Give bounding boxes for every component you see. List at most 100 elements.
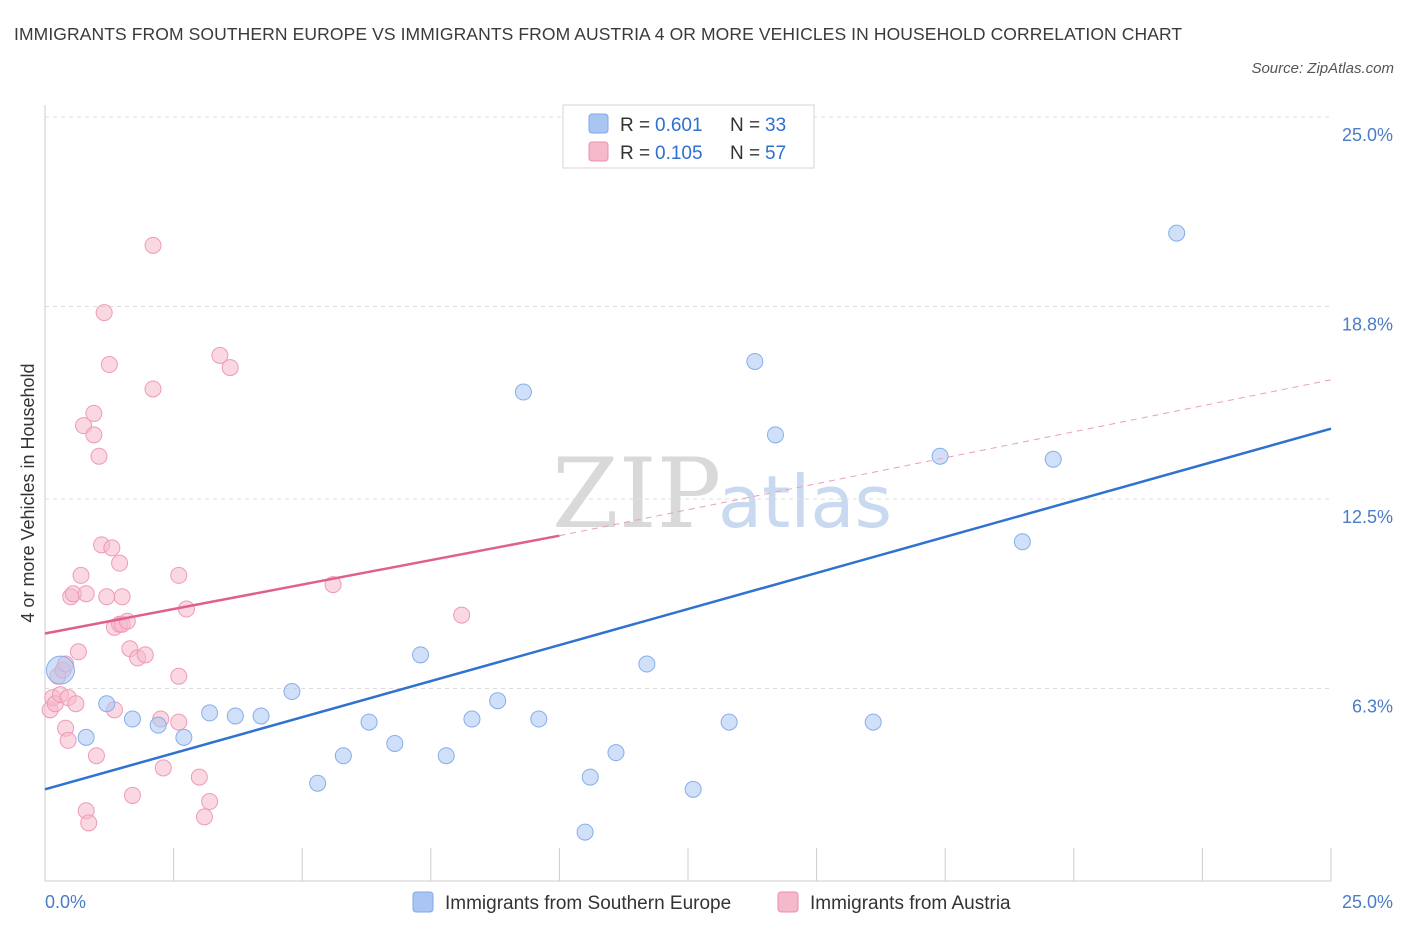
gridlines bbox=[45, 116, 1331, 689]
data-point-southern-europe bbox=[1013, 533, 1031, 551]
data-point-southern-europe bbox=[283, 683, 301, 701]
legend-swatch-blue bbox=[588, 113, 609, 134]
bottom-legend-label-austria: Immigrants from Austria bbox=[810, 893, 1011, 914]
trend-lines bbox=[44, 379, 1332, 791]
data-point-southern-europe bbox=[412, 646, 430, 664]
data-point-southern-europe bbox=[437, 747, 455, 765]
data-point-austria bbox=[144, 380, 162, 398]
bottom-legend-swatch-pink bbox=[777, 891, 799, 913]
series-southern-europe-points bbox=[45, 224, 1186, 841]
y-axis-title: 4 or more Vehicles in Household bbox=[18, 363, 38, 622]
data-point-austria bbox=[85, 404, 103, 422]
data-point-southern-europe bbox=[98, 695, 116, 713]
data-point-southern-europe bbox=[77, 728, 95, 746]
data-point-southern-europe bbox=[252, 707, 270, 725]
data-point-austria bbox=[100, 356, 118, 374]
top-legend: R = 0.601 N = 33 R = 0.105 N = 57 bbox=[562, 104, 815, 169]
data-point-austria bbox=[77, 585, 95, 603]
data-point-southern-europe bbox=[226, 707, 244, 725]
data-point-austria bbox=[95, 304, 113, 322]
data-point-austria bbox=[111, 554, 129, 572]
data-point-southern-europe bbox=[720, 713, 738, 731]
legend-r-value-2: 0.105 bbox=[655, 143, 703, 164]
y-tick-label: 25.0% bbox=[1342, 125, 1393, 145]
data-point-southern-europe bbox=[576, 823, 594, 841]
data-point-southern-europe bbox=[334, 747, 352, 765]
data-point-southern-europe bbox=[766, 426, 784, 444]
data-point-austria bbox=[170, 667, 188, 685]
data-point-austria bbox=[72, 566, 90, 584]
watermark-zip: ZIP bbox=[552, 438, 721, 550]
trend-line-southern-europe bbox=[44, 427, 1332, 791]
data-point-southern-europe bbox=[123, 710, 141, 728]
data-point-austria bbox=[201, 793, 219, 811]
data-point-austria bbox=[98, 588, 116, 606]
bottom-legend: Immigrants from Southern Europe Immigran… bbox=[412, 891, 1011, 914]
legend-n-label-2: N = bbox=[730, 143, 760, 164]
data-point-southern-europe bbox=[746, 352, 764, 370]
data-point-austria bbox=[85, 426, 103, 444]
data-point-austria bbox=[87, 747, 105, 765]
data-point-austria bbox=[144, 236, 162, 254]
data-point-southern-europe bbox=[514, 383, 532, 401]
data-point-southern-europe bbox=[149, 716, 167, 734]
data-point-austria bbox=[221, 359, 239, 377]
data-point-southern-europe bbox=[1168, 224, 1186, 242]
data-point-austria bbox=[211, 346, 229, 364]
legend-swatch-pink bbox=[588, 141, 609, 162]
data-point-austria bbox=[59, 731, 77, 749]
data-point-southern-europe bbox=[45, 655, 75, 685]
data-point-austria bbox=[90, 447, 108, 465]
data-point-austria bbox=[69, 643, 87, 661]
data-point-southern-europe bbox=[1044, 450, 1062, 468]
data-point-southern-europe bbox=[309, 774, 327, 792]
y-tick-label: 12.5% bbox=[1342, 507, 1393, 527]
data-point-austria bbox=[170, 713, 188, 731]
data-point-austria bbox=[103, 539, 121, 557]
legend-r-label-2: R = bbox=[620, 143, 650, 164]
data-point-southern-europe bbox=[684, 780, 702, 798]
data-point-southern-europe bbox=[360, 713, 378, 731]
chart-title: IMMIGRANTS FROM SOUTHERN EUROPE VS IMMIG… bbox=[14, 24, 1183, 44]
y-tick-labels: 6.3% 12.5% 18.8% 25.0% bbox=[1342, 125, 1393, 716]
trend-line-austria bbox=[44, 534, 560, 635]
x-axis-ticks bbox=[44, 848, 1332, 881]
data-point-southern-europe bbox=[931, 447, 949, 465]
data-point-austria bbox=[136, 646, 154, 664]
data-point-southern-europe bbox=[530, 710, 548, 728]
data-point-austria bbox=[170, 566, 188, 584]
data-point-austria bbox=[113, 588, 131, 606]
bottom-legend-swatch-blue bbox=[412, 891, 434, 913]
y-tick-label: 18.8% bbox=[1342, 314, 1393, 334]
bottom-legend-label-southern-europe: Immigrants from Southern Europe bbox=[445, 893, 731, 914]
legend-n-value-1: 33 bbox=[765, 115, 786, 136]
data-point-southern-europe bbox=[489, 692, 507, 710]
data-point-austria bbox=[123, 786, 141, 804]
watermark-atlas: atlas bbox=[718, 460, 892, 544]
data-point-austria bbox=[154, 759, 172, 777]
source-label: Source: ZipAtlas.com bbox=[1251, 60, 1394, 77]
legend-n-label-1: N = bbox=[730, 115, 760, 136]
data-point-southern-europe bbox=[463, 710, 481, 728]
data-point-austria bbox=[67, 695, 85, 713]
x-tick-label-min: 0.0% bbox=[45, 892, 86, 912]
y-tick-label: 6.3% bbox=[1352, 696, 1393, 716]
data-point-austria bbox=[453, 606, 471, 624]
data-point-southern-europe bbox=[175, 728, 193, 746]
data-point-southern-europe bbox=[864, 713, 882, 731]
legend-r-value-1: 0.601 bbox=[655, 115, 703, 136]
data-point-austria bbox=[190, 768, 208, 786]
data-point-southern-europe bbox=[607, 744, 625, 762]
data-point-southern-europe bbox=[201, 704, 219, 722]
legend-r-label-1: R = bbox=[620, 115, 650, 136]
x-tick-label-max: 25.0% bbox=[1342, 892, 1393, 912]
data-point-southern-europe bbox=[638, 655, 656, 673]
data-point-austria bbox=[177, 600, 195, 618]
series-austria-points bbox=[41, 236, 471, 832]
legend-n-value-2: 57 bbox=[765, 143, 786, 164]
data-point-austria bbox=[80, 814, 98, 832]
data-point-southern-europe bbox=[386, 734, 404, 752]
data-point-austria bbox=[195, 808, 213, 826]
data-point-southern-europe bbox=[581, 768, 599, 786]
